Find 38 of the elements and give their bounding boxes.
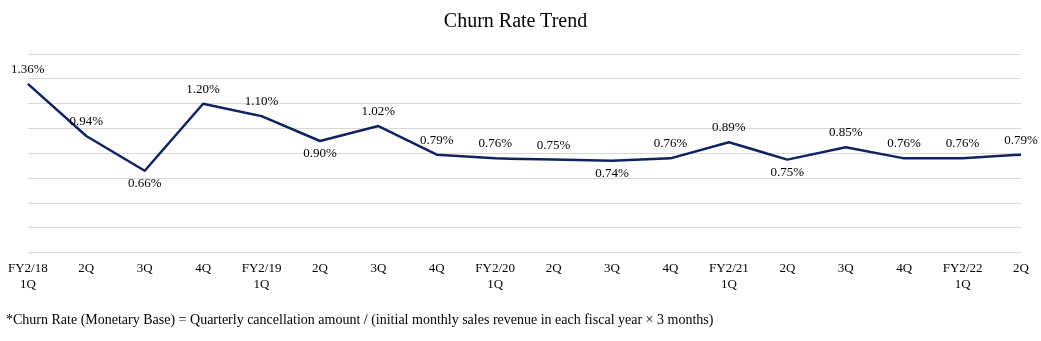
x-tick-label: FY2/22 1Q [942,260,983,291]
x-tick-label: 3Q [604,260,621,276]
data-label: 1.36% [11,60,45,76]
x-tick-label: 4Q [896,260,913,276]
x-tick-label: FY2/21 1Q [709,260,749,291]
x-tick-label: 2Q [78,260,95,276]
data-label: 0.75% [536,136,571,152]
data-label: 1.20% [186,80,221,96]
data-label: 0.76% [653,135,688,151]
x-tick-label: FY2/19 1Q [241,260,282,291]
data-label: 1.10% [244,93,279,109]
data-label: 0.90% [303,144,337,160]
data-label: 0.76% [887,135,922,151]
text: *Churn Rate (Monetary Base) = Quarterly cancellation amount / (initial monthly sales revenue in each fiscal year × 3 months) [6,312,714,328]
x-tick-label: 3Q [370,260,387,276]
x-tick-label: 3Q [837,260,855,276]
data-label: 0.89% [712,119,746,135]
data-label: 0.74% [595,164,630,180]
chart-title: Churn Rate Trend [443,9,588,32]
data-label: 0.76% [478,135,513,151]
x-tick-label: 2Q [1013,260,1030,276]
x-tick-label: 4Q [428,260,446,276]
x-tick-label: 4Q [195,260,212,276]
x-tick-label: 2Q [545,260,563,276]
data-label: 0.94% [69,112,104,128]
x-tick-label: 2Q [779,260,796,276]
data-label: 0.75% [770,163,805,179]
x-tick-label: FY2/18 1Q [8,260,48,291]
data-label: 0.79% [1004,131,1038,147]
x-tick-label: 3Q [136,260,154,276]
data-label: 0.76% [945,135,980,151]
data-label: 0.85% [828,124,863,140]
data-label: 1.02% [361,102,396,118]
data-label: 0.66% [127,174,162,190]
x-tick-label: FY2/20 1Q [475,260,516,291]
x-tick-label: 2Q [312,260,329,276]
x-tick-label: 4Q [662,260,680,276]
data-label: 0.79% [420,131,454,147]
